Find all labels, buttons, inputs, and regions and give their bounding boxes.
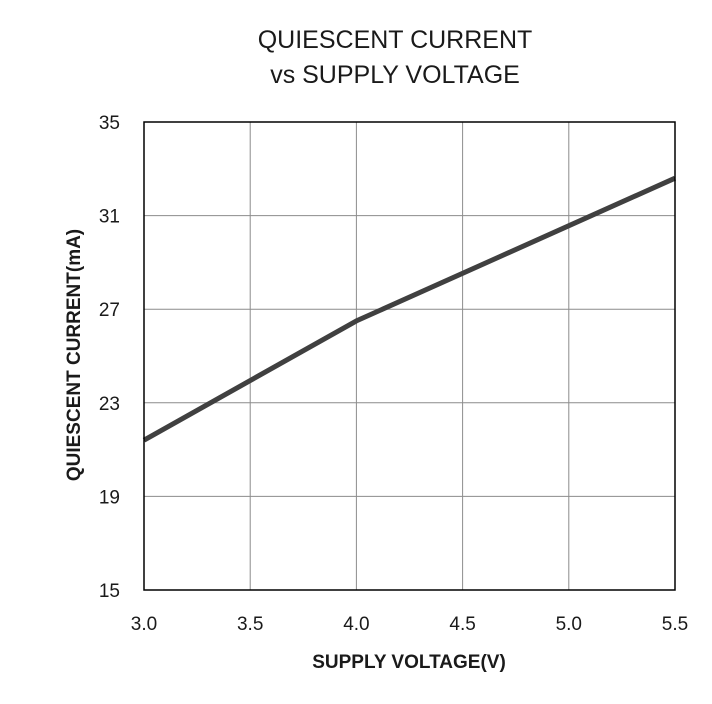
chart-title: QUIESCENT CURRENT [258,26,533,54]
chart-subtitle: vs SUPPLY VOLTAGE [270,61,520,89]
y-tick-label: 19 [99,487,120,508]
series-line-quiescent-current [142,175,677,443]
series-layer [142,175,677,443]
y-tick-label: 23 [99,394,120,415]
y-tick-label: 31 [99,207,120,228]
plot-frame [143,121,676,591]
x-tick-label: 5.5 [662,614,688,635]
x-axis-label: SUPPLY VOLTAGE(V) [312,652,506,673]
x-tick-label: 5.0 [556,614,582,635]
x-tick-label: 3.5 [237,614,263,635]
x-tick-label: 4.0 [343,614,369,635]
y-tick-label: 27 [99,300,120,321]
y-tick-label: 35 [99,113,120,134]
tick-labels: 3.0 3.5 4.0 4.5 5.0 5.5 15 19 23 27 31 35 [99,113,688,635]
grid-lines [143,121,676,591]
x-tick-label: 4.5 [449,614,475,635]
x-tick-label: 3.0 [131,614,157,635]
y-tick-label: 15 [99,581,120,602]
y-axis-label: QUIESCENT CURRENT(mA) [64,229,85,481]
